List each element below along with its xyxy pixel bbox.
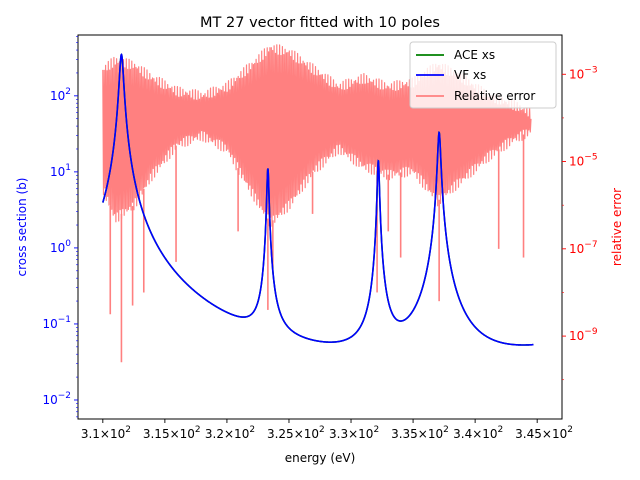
legend-label-error: Relative error <box>454 89 535 103</box>
x-axis-label: energy (eV) <box>285 451 356 465</box>
right-y-tick-label: 10−3 <box>569 65 598 81</box>
right-y-axis-ticks: 10−9 10−7 10−5 10−3 <box>562 65 598 381</box>
left-y-tick-label: 100 <box>50 239 71 255</box>
legend: ACE xs VF xs Relative error <box>409 41 557 109</box>
chart-title: MT 27 vector fitted with 10 poles <box>200 15 440 31</box>
x-tick-label: 3.25×102 <box>267 425 325 441</box>
right-y-axis-label: relative error <box>610 188 624 266</box>
vf-xs-line <box>102 53 534 346</box>
left-y-tick-label: 10−2 <box>42 391 71 407</box>
x-tick-label: 3.45×102 <box>515 425 573 441</box>
left-y-tick-label: 10−1 <box>42 315 71 331</box>
left-y-axis-ticks: 10−2 10−1 100 101 102 <box>42 36 78 418</box>
x-tick-label: 3.3×102 <box>329 425 379 441</box>
cross-section-layer <box>102 53 534 346</box>
left-y-axis-label: cross section (b) <box>15 178 29 277</box>
relative-error-line <box>102 44 532 227</box>
relative-error-layer <box>102 44 532 363</box>
right-y-tick-label: 10−5 <box>569 153 598 169</box>
x-tick-label: 3.4×102 <box>453 425 503 441</box>
x-tick-label: 3.2×102 <box>205 425 255 441</box>
legend-box <box>409 41 557 109</box>
x-tick-label: 3.35×102 <box>391 425 449 441</box>
right-y-tick-label: 10−7 <box>569 240 598 256</box>
plot-frame <box>77 34 563 420</box>
left-y-tick-label: 101 <box>50 163 71 179</box>
left-y-tick-label: 102 <box>50 87 71 103</box>
x-tick-label: 3.1×102 <box>81 425 131 441</box>
legend-label-vf: VF xs <box>454 68 486 82</box>
right-y-tick-label: 10−9 <box>569 327 598 343</box>
x-tick-label: 3.15×102 <box>143 425 201 441</box>
legend-label-ace: ACE xs <box>454 48 495 62</box>
x-axis-ticks: 3.1×102 3.15×102 3.2×102 3.25×102 3.3×102 3.3… <box>81 419 573 441</box>
